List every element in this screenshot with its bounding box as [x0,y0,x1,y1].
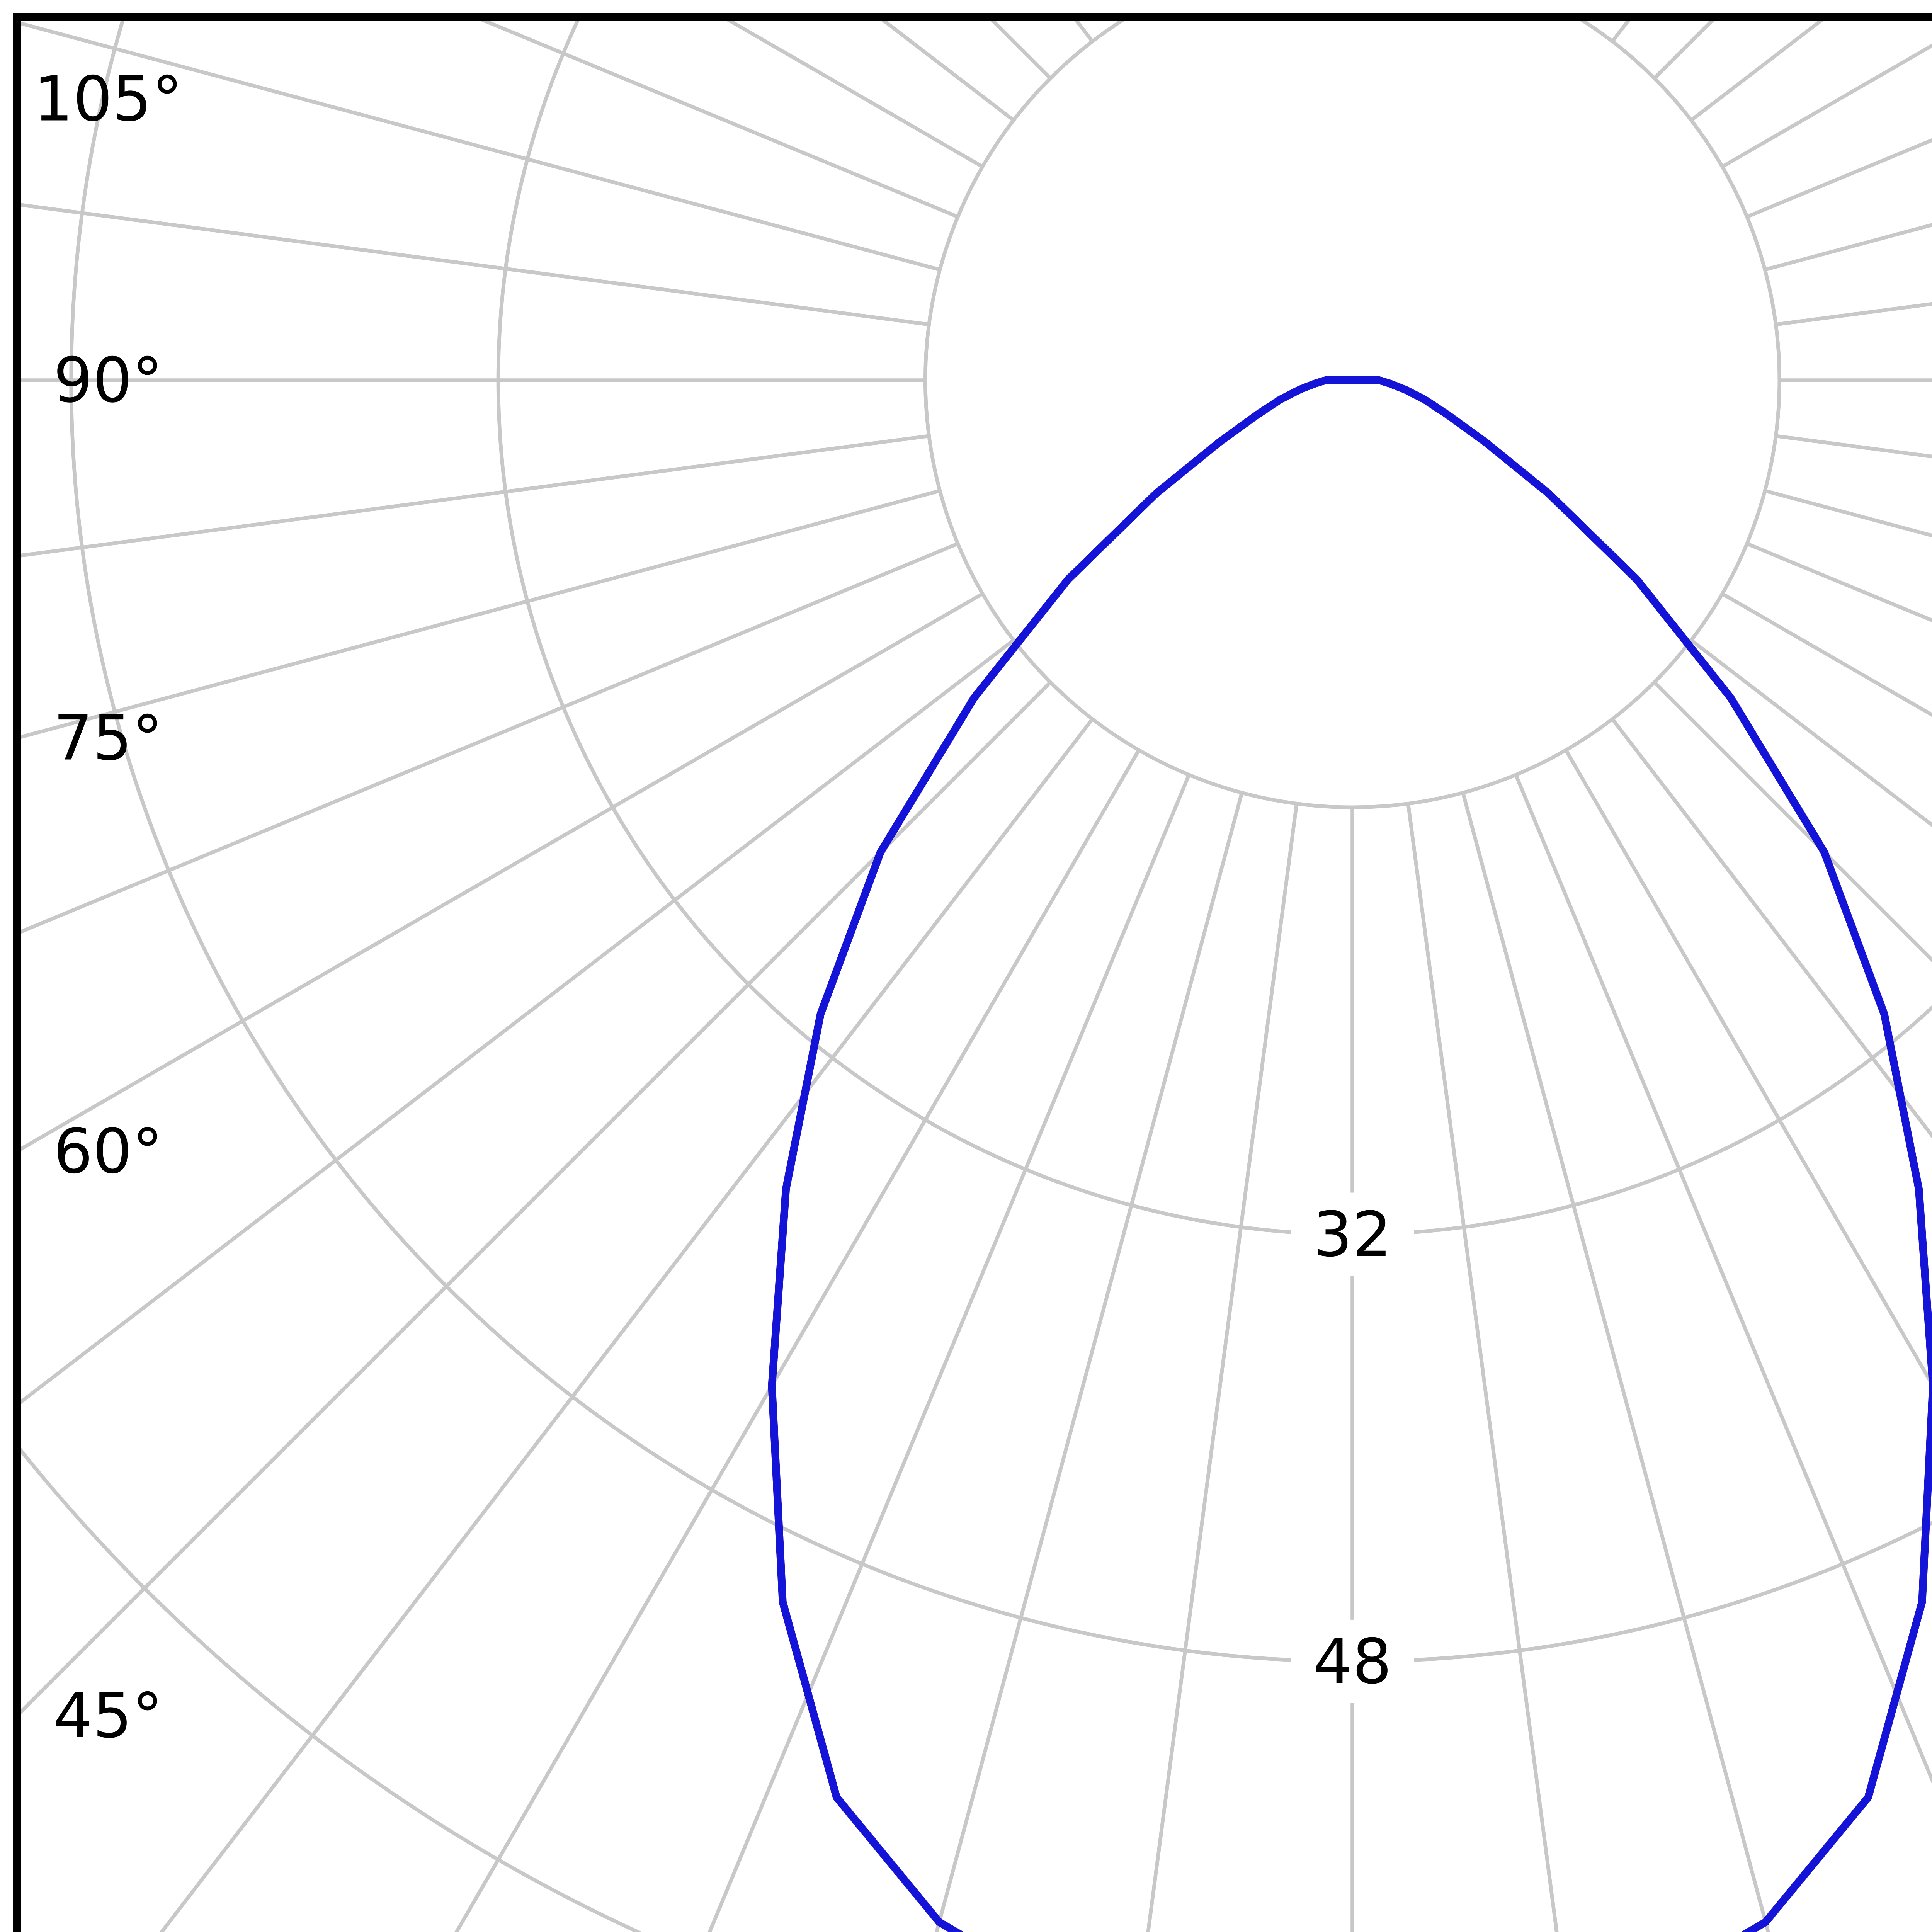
angle-tick-labels: 0°15°15°30°30°45°45°60°60°75°75°90°90°10… [34,63,182,1752]
svg-text:48: 48 [1313,1625,1392,1697]
intensity-curves [768,376,1932,1932]
svg-text:45°: 45° [53,1680,163,1752]
svg-text:105°: 105° [34,63,182,135]
ring-value-labels: 32 48 [1291,1192,1414,1703]
svg-text:90°: 90° [53,344,163,417]
svg-text:32: 32 [1313,1198,1392,1270]
svg-text:60°: 60° [53,1115,163,1187]
svg-text:75°: 75° [53,702,163,774]
plot-border [13,13,1932,1932]
